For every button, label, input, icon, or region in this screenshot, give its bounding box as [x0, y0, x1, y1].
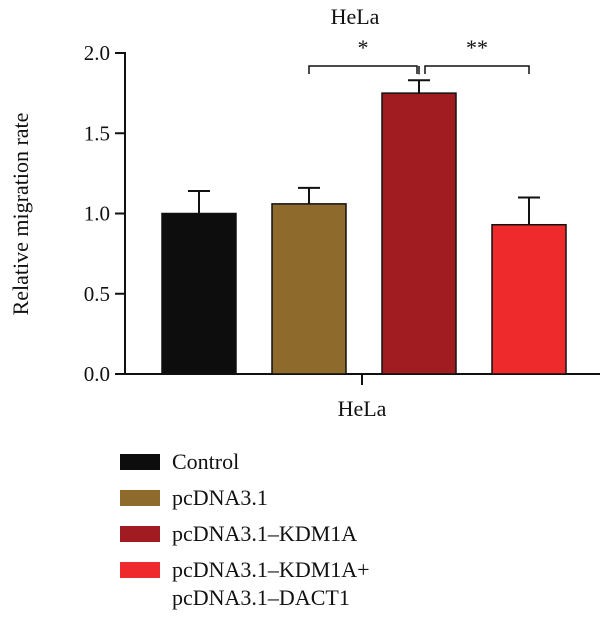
y-tick-label: 1.0	[84, 202, 110, 226]
y-tick-label: 2.0	[84, 41, 110, 65]
y-tick-label: 1.5	[84, 121, 110, 145]
legend-label-control: Control	[172, 449, 240, 474]
legend-label-kdm1a-dact1: pcDNA3.1–KDM1A+ pcDNA3.1–DACT1	[172, 556, 370, 612]
significance-bracket	[308, 65, 418, 74]
bar	[381, 92, 457, 375]
bar	[491, 223, 567, 375]
legend-swatch-pcdna31	[120, 490, 160, 506]
legend-swatch-control	[120, 454, 160, 470]
significance-label: *	[358, 35, 369, 60]
bar	[161, 212, 237, 375]
significance-label: **	[466, 35, 488, 60]
legend-label-line2: pcDNA3.1–DACT1	[172, 585, 350, 610]
significance-bracket	[424, 65, 530, 74]
y-tick-label: 0.0	[84, 362, 110, 386]
chart-title: HeLa	[331, 4, 380, 29]
y-tick-label: 0.5	[84, 282, 110, 306]
bar-chart: HeLa Relative migration rate HeLa 0.0 0.5…	[8, 4, 600, 421]
x-axis-label: HeLa	[338, 396, 387, 421]
y-axis-label: Relative migration rate	[8, 113, 33, 316]
legend-swatch-kdm1a	[120, 526, 160, 542]
legend-label-kdm1a: pcDNA3.1–KDM1A	[172, 521, 358, 546]
bar	[271, 203, 347, 375]
legend-label-pcdna31: pcDNA3.1	[172, 485, 268, 510]
legend-label-line1: pcDNA3.1–KDM1A+	[172, 557, 370, 582]
legend-swatch-kdm1a-dact1	[120, 562, 160, 578]
